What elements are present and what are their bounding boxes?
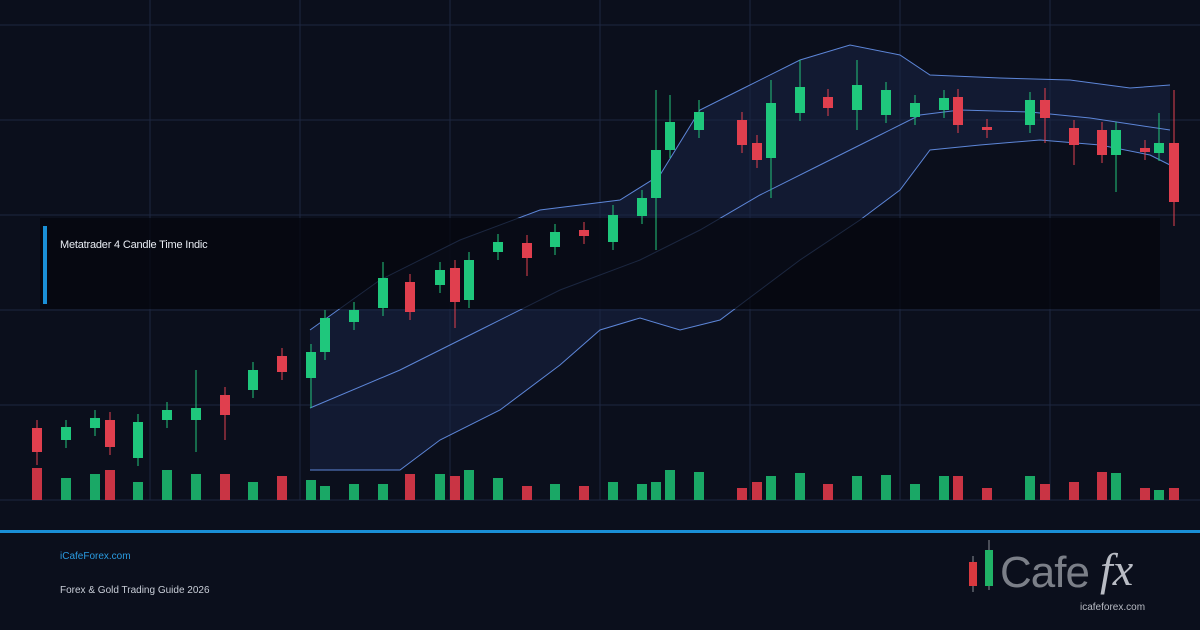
red-volume <box>32 468 1179 500</box>
logo-icon <box>969 540 993 592</box>
article-title: Metatrader 4 Candle Time Indic <box>60 239 208 251</box>
title-accent <box>43 226 47 304</box>
logo-url: icafeforex.com <box>1080 602 1146 613</box>
logo-brand: Cafe <box>1000 548 1090 597</box>
divider <box>0 530 1200 533</box>
tagline: Forex & Gold Trading Guide 2026 <box>60 585 210 596</box>
green-volume <box>61 470 1164 500</box>
title-panel <box>40 218 1160 309</box>
logo-accent: fx <box>1100 544 1134 595</box>
site-link[interactable]: iCafeForex.com <box>60 551 131 562</box>
